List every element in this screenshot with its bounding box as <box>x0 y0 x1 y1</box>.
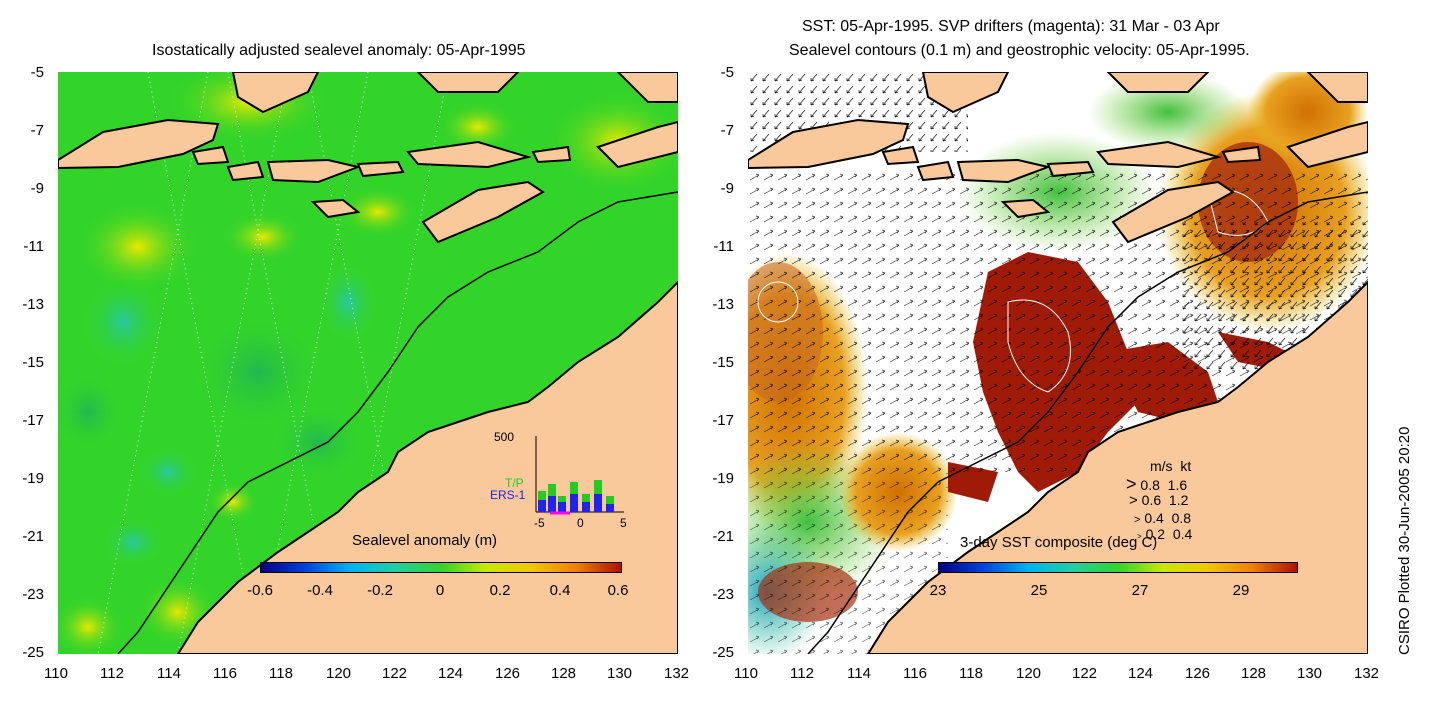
x-tick: 126 <box>1185 665 1211 682</box>
arrow-icon: > <box>1126 474 1137 494</box>
histogram-ymax: 500 <box>494 430 515 444</box>
legend-row: > 0.4 0.8 <box>1134 510 1191 526</box>
y-tick: -9 <box>720 180 734 197</box>
x-tick: 122 <box>1072 665 1098 682</box>
right-colorbar-label: 3-day SST composite (deg C) <box>960 534 1158 551</box>
colorbar-tick: 25 <box>1030 582 1048 599</box>
legend-ms: 0.8 <box>1140 477 1160 493</box>
y-tick: -11 <box>713 238 734 255</box>
histogram-xtick: 5 <box>620 516 627 530</box>
x-tick: 120 <box>326 665 352 682</box>
x-tick: 112 <box>790 665 814 682</box>
y-tick: -9 <box>30 180 44 197</box>
legend-row: > 0.8 1.6 <box>1126 474 1187 495</box>
y-tick: -17 <box>22 412 44 429</box>
y-tick: -21 <box>712 528 734 545</box>
histogram-xtick: 0 <box>577 516 584 530</box>
colorbar-tick: 0.4 <box>549 582 571 599</box>
legend-kt: 1.6 <box>1167 477 1188 493</box>
colorbar-tick: 29 <box>1232 582 1250 599</box>
plot-credit: CSIRO Plotted 30-Jun-2005 20:20 <box>1396 426 1413 655</box>
y-tick: -11 <box>23 238 44 255</box>
y-tick: -7 <box>30 122 44 139</box>
x-tick: 128 <box>1241 665 1267 682</box>
histogram-xtick: -5 <box>534 516 545 530</box>
y-tick: -17 <box>712 412 734 429</box>
x-tick: 132 <box>664 665 690 682</box>
x-tick: 124 <box>438 665 464 682</box>
x-tick: 110 <box>734 665 758 682</box>
y-tick: -7 <box>720 122 734 139</box>
legend-unit-kt: kt <box>1180 458 1192 474</box>
x-tick: 132 <box>1354 665 1380 682</box>
x-tick: 114 <box>847 665 871 682</box>
x-tick: 130 <box>1297 665 1323 682</box>
y-tick: -25 <box>712 644 734 661</box>
x-tick: 126 <box>495 665 521 682</box>
y-tick: -23 <box>22 586 44 603</box>
y-tick: -13 <box>712 296 734 313</box>
legend-ms: 0.6 <box>1141 492 1162 508</box>
colorbar-tick: -0.4 <box>307 582 333 599</box>
x-tick: 118 <box>959 665 983 682</box>
y-tick: -23 <box>712 586 734 603</box>
x-tick: 110 <box>44 665 68 682</box>
y-tick: -15 <box>22 354 44 371</box>
histogram-series-ers1: ERS-1 <box>490 488 526 502</box>
left-colorbar-label: Sealevel anomaly (m) <box>352 532 498 549</box>
legend-ms: 0.4 <box>1144 510 1164 526</box>
arrow-icon: > <box>1137 532 1142 541</box>
y-tick: -21 <box>22 528 44 545</box>
sst-map <box>748 72 1368 654</box>
x-tick: 116 <box>213 665 237 682</box>
x-tick: 128 <box>551 665 577 682</box>
arrow-icon: > <box>1129 492 1138 509</box>
y-tick: -5 <box>30 64 44 81</box>
left-colorbar <box>260 562 622 573</box>
colorbar-tick: 0 <box>435 582 445 599</box>
legend-kt: 0.8 <box>1171 510 1192 526</box>
legend-row: > 0.6 1.2 <box>1129 492 1188 509</box>
x-tick: 124 <box>1128 665 1154 682</box>
legend-kt: 0.4 <box>1172 526 1193 542</box>
right-panel-title-line2: Sealevel contours (0.1 m) and geostrophi… <box>789 42 1250 59</box>
y-tick: -15 <box>712 354 734 371</box>
x-tick: 112 <box>100 665 124 682</box>
x-tick: 116 <box>903 665 927 682</box>
x-tick: 130 <box>607 665 633 682</box>
colorbar-tick: -0.2 <box>367 582 393 599</box>
histogram-bars <box>535 436 624 515</box>
colorbar-tick: 0.2 <box>489 582 511 599</box>
legend-unit-ms: m/s <box>1150 458 1173 474</box>
left-panel-title: Isostatically adjusted sealevel anomaly:… <box>152 42 526 59</box>
colorbar-tick: 23 <box>929 582 947 599</box>
sealevel-anomaly-map <box>58 72 678 654</box>
x-tick: 118 <box>269 665 293 682</box>
colorbar-tick: -0.6 <box>247 582 273 599</box>
legend-header: m/s kt <box>1150 458 1191 474</box>
right-panel-title-line1: SST: 05-Apr-1995. SVP drifters (magenta)… <box>802 18 1220 35</box>
legend-row: > 0.2 0.4 <box>1137 526 1192 542</box>
y-tick: -19 <box>22 470 44 487</box>
colorbar-tick: 0.6 <box>607 582 629 599</box>
y-tick: -13 <box>22 296 44 313</box>
legend-ms: 0.2 <box>1145 526 1166 542</box>
y-tick: -5 <box>720 64 734 81</box>
x-tick: 114 <box>157 665 181 682</box>
x-tick: 120 <box>1016 665 1042 682</box>
arrow-icon: > <box>1134 514 1141 526</box>
x-tick: 122 <box>382 665 408 682</box>
legend-kt: 1.2 <box>1168 492 1189 508</box>
y-tick: -25 <box>22 644 44 661</box>
colorbar-tick: 27 <box>1131 582 1149 599</box>
right-colorbar <box>938 562 1298 573</box>
histogram-series-tp: T/P <box>505 476 524 490</box>
y-tick: -19 <box>712 470 734 487</box>
